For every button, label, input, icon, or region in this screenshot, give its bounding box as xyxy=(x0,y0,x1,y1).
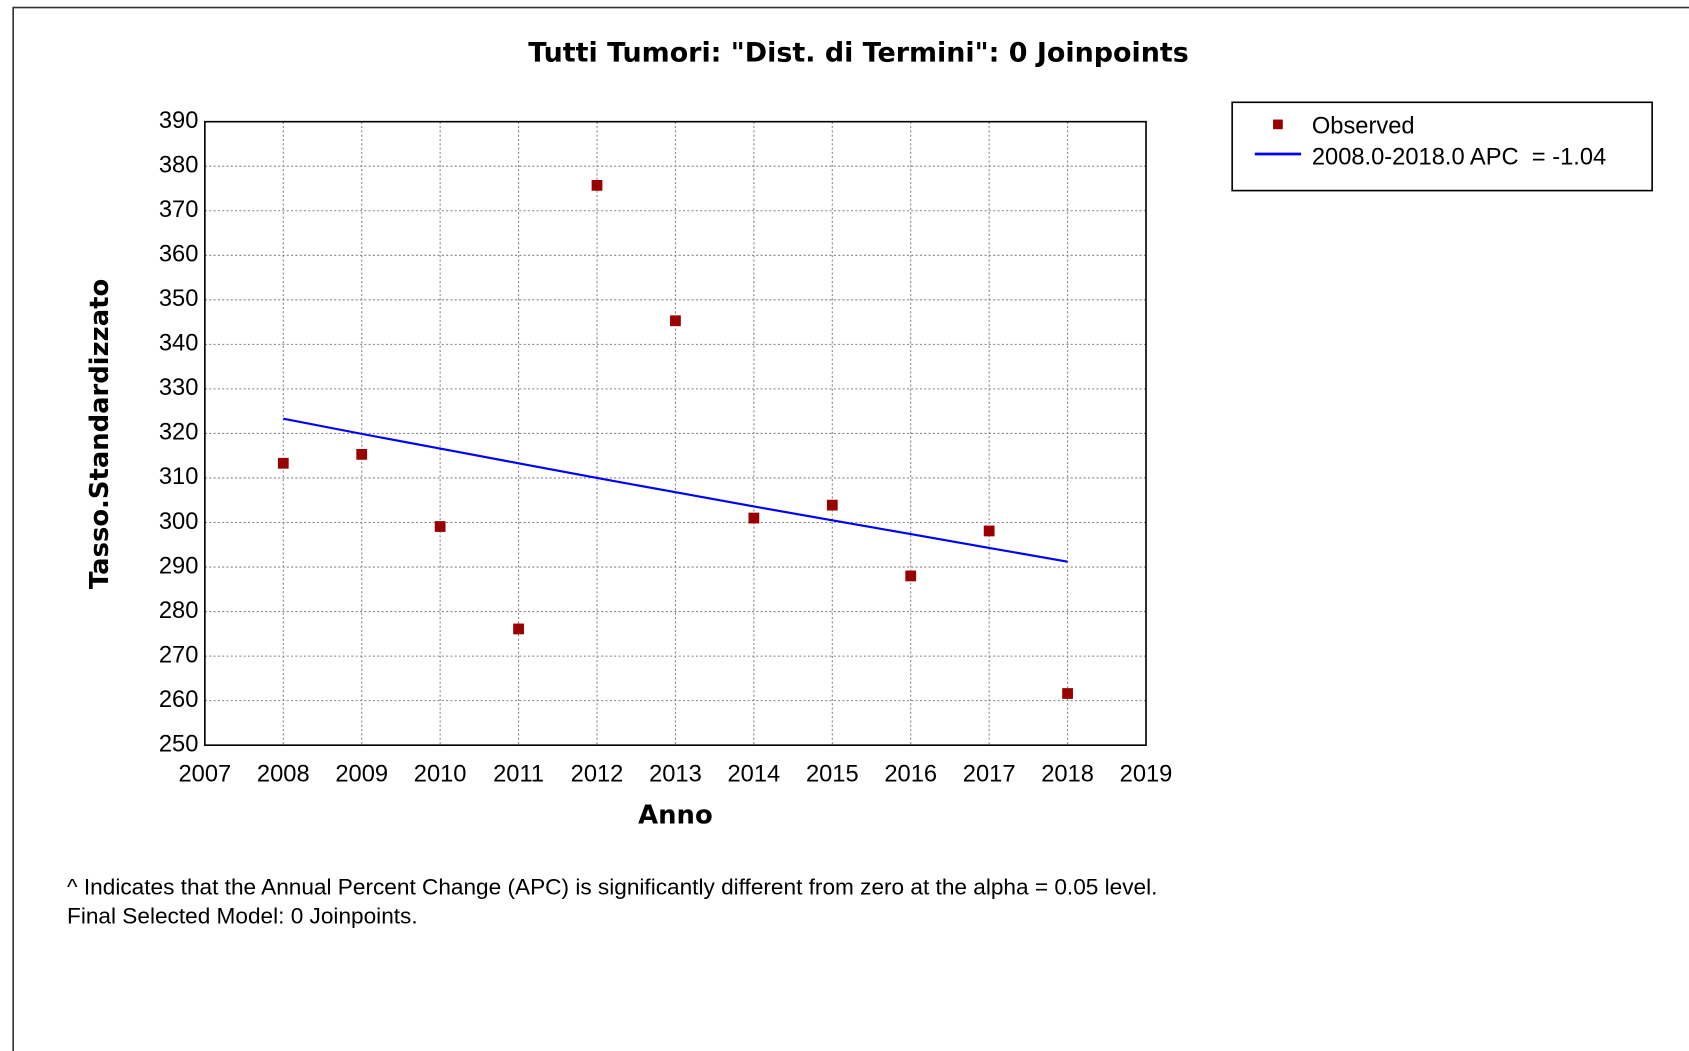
y-tick-label: 290 xyxy=(159,553,199,579)
x-tick-label: 2017 xyxy=(963,762,1016,788)
y-tick-label: 260 xyxy=(159,687,199,713)
legend-label: 2008.0-2018.0 APC = -1.04 xyxy=(1312,145,1606,171)
y-tick-label: 360 xyxy=(159,242,199,268)
y-tick-label: 280 xyxy=(159,598,199,624)
x-tick-label: 2007 xyxy=(179,762,232,788)
marker xyxy=(905,570,917,582)
x-axis-label: Anno xyxy=(638,801,713,831)
marker xyxy=(356,448,368,460)
x-tick-label: 2010 xyxy=(414,762,467,788)
chart-title: Tutti Tumori: "Dist. di Termini": 0 Join… xyxy=(528,37,1189,68)
x-tick-label: 2019 xyxy=(1120,762,1173,788)
x-tick-label: 2015 xyxy=(806,762,859,788)
x-tick-label: 2008 xyxy=(257,762,310,788)
marker xyxy=(983,525,995,537)
marker xyxy=(748,512,760,524)
trend-line xyxy=(283,417,1068,563)
y-axis-label: Tasso.Standardizzato xyxy=(85,279,115,589)
legend-label: Observed xyxy=(1312,113,1415,139)
x-tick-label: 2012 xyxy=(571,762,624,788)
y-tick-label: 300 xyxy=(159,509,199,535)
footnote: ^ Indicates that the Annual Percent Chan… xyxy=(67,874,1157,899)
y-tick-label: 370 xyxy=(159,197,199,223)
x-tick-label: 2009 xyxy=(335,762,388,788)
y-tick-label: 320 xyxy=(159,420,199,446)
y-tick-label: 350 xyxy=(159,286,199,312)
x-tick-label: 2013 xyxy=(649,762,702,788)
x-tick-label: 2018 xyxy=(1041,762,1094,788)
y-tick-label: 250 xyxy=(159,731,199,757)
x-tick-label: 2016 xyxy=(884,762,937,788)
marker xyxy=(513,623,524,635)
marker xyxy=(277,457,289,469)
legend-marker xyxy=(1273,119,1283,130)
marker xyxy=(1062,688,1073,699)
footnote: Final Selected Model: 0 Joinpoints. xyxy=(67,903,418,928)
y-tick-label: 310 xyxy=(159,464,199,490)
marker xyxy=(670,315,681,327)
marker xyxy=(434,521,446,532)
legend-box xyxy=(1231,101,1653,192)
y-tick-label: 340 xyxy=(159,331,199,357)
y-tick-label: 270 xyxy=(159,642,199,668)
marker xyxy=(591,179,603,191)
marker xyxy=(826,499,838,511)
y-tick-label: 380 xyxy=(159,152,199,178)
x-tick-label: 2011 xyxy=(493,762,544,788)
x-tick-label: 2014 xyxy=(728,762,781,788)
y-tick-label: 390 xyxy=(159,108,199,134)
y-tick-label: 330 xyxy=(159,375,199,401)
frame xyxy=(12,6,1689,1051)
plot-area xyxy=(204,120,1147,746)
